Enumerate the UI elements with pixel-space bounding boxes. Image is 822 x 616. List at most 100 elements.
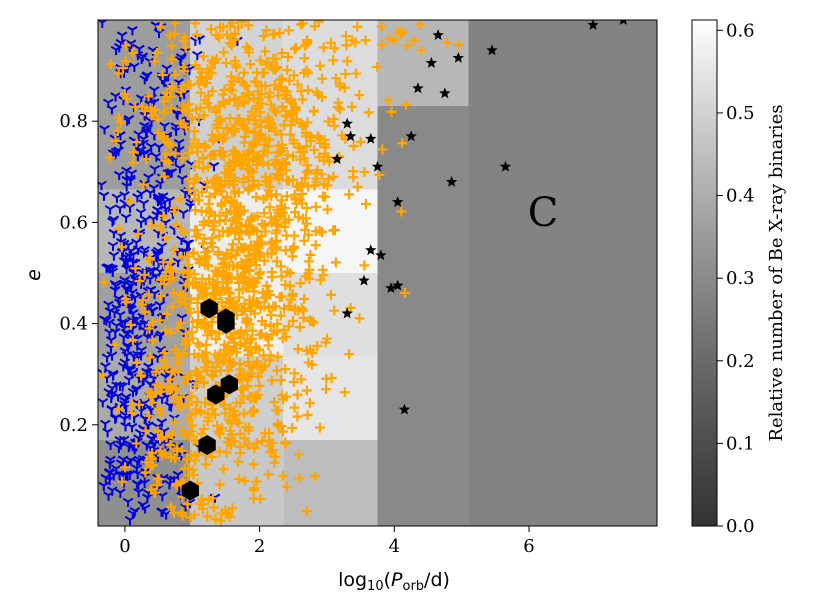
plus-point [200,253,211,264]
plus-point [253,236,264,247]
tri-point [101,353,113,363]
plus-point [273,90,284,101]
plus-point [229,302,240,313]
plus-point [270,301,281,312]
plus-point [238,391,249,402]
star-point [385,282,397,294]
plus-point [235,201,246,212]
plus-point [348,140,359,151]
plus-point [248,485,259,496]
plus-point [160,232,171,243]
plus-point [118,62,129,73]
star-points [331,20,627,415]
tri-point [107,241,119,251]
plus-point [269,457,280,468]
plus-point [336,130,347,141]
background-cell [283,439,378,526]
plus-point [159,279,170,290]
plus-point [389,34,400,45]
tri-point [123,375,135,386]
plus-point [211,107,222,118]
tri-point [139,75,151,85]
plus-point [257,436,268,447]
plus-point [314,152,325,163]
tri-point [149,164,160,175]
plus-point [229,337,240,348]
plus-point [190,381,201,392]
tri-point [156,394,168,404]
plus-point [198,219,209,230]
plus-point [260,360,271,371]
plus-point [227,85,238,96]
plus-point [150,104,161,115]
plus-point [301,131,312,142]
plus-point [198,290,209,301]
plus-point [288,376,299,387]
plus-point [359,260,370,271]
plus-point [189,126,200,137]
plus-point [183,174,194,185]
plus-point [260,80,271,91]
plus-point [221,58,232,69]
background-cell [377,106,469,190]
plus-point [271,107,282,118]
tri-point [98,481,110,492]
plus-point [272,62,283,73]
plus-point [203,161,214,172]
plus-point [215,114,226,125]
tri-point [178,209,189,219]
plus-point [130,263,141,274]
plus-point [313,89,324,100]
tri-point [139,504,151,514]
tri-point [106,390,118,400]
plus-point [244,114,255,125]
plus-point [188,248,199,259]
star-point [486,44,498,56]
tri-point [118,257,130,267]
tri-point [114,381,126,392]
plus-point [196,206,207,217]
plus-point [221,268,232,279]
tri-point [135,208,147,218]
tri-point [124,364,136,374]
star-point [499,160,512,172]
plus-point [128,147,139,158]
star-point [445,175,458,187]
plus-point [317,73,328,84]
plus-point [328,55,339,66]
plus-point [300,271,311,282]
plus-point [146,110,157,121]
plus-point [312,131,323,142]
plus-point [257,287,268,298]
plus-point [182,499,193,510]
plus-point [258,67,269,78]
plus-point [359,166,370,177]
plus-point [130,101,141,112]
tri-point [116,31,128,41]
plus-point [348,166,359,177]
plus-point [291,181,302,192]
plus-point [243,20,254,31]
plus-point [249,443,260,454]
plus-point [209,133,220,144]
star-point [587,20,599,30]
plus-point [277,426,288,437]
plus-point [162,136,173,147]
plus-point [169,20,180,29]
plus-point [227,503,238,514]
plus-point [185,512,196,523]
plus-point [308,317,319,328]
x-tick-label: 2 [254,536,265,557]
plus-point [224,37,235,48]
plus-point [147,397,158,408]
plus-point [120,462,131,473]
plus-point [333,97,344,108]
plus-point [218,47,229,58]
plus-point [245,59,256,70]
plus-point [233,234,244,245]
plus-point [397,138,408,149]
colorbar-label: Relative number of Be X-ray binaries [766,104,787,441]
plus-point [140,467,151,478]
tri-point [183,239,195,249]
plus-point [284,75,295,86]
